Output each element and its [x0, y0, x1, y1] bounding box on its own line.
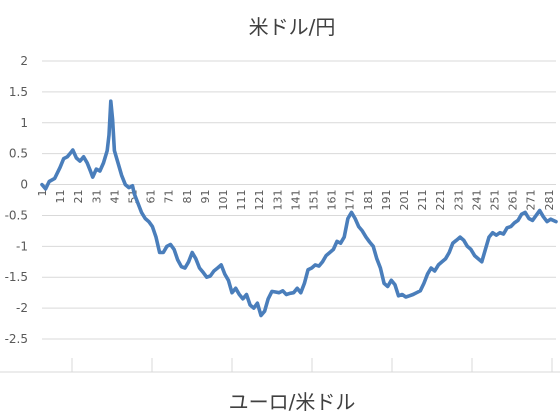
x-tick-label: 181 [362, 190, 375, 211]
y-tick-label: -1.5 [5, 270, 28, 284]
y-gridlines [42, 60, 556, 340]
y-tick-label: -2 [16, 301, 28, 315]
y-tick-label: -2.5 [5, 332, 28, 346]
x-tick-label: 11 [54, 190, 67, 204]
x-tick-label: 261 [507, 190, 520, 211]
x-tick-label: 251 [488, 190, 501, 211]
separator-ticks [71, 358, 553, 372]
x-tick-labels: 1 11 21 31 41 51 61 71 81 91 101 111 121 131 141 151 161… [36, 190, 556, 211]
x-tick-label: 121 [253, 190, 266, 211]
y-tick-label: -0.5 [5, 208, 28, 222]
x-tick-label: 281 [543, 190, 556, 211]
x-tick-label: 21 [72, 190, 85, 204]
x-tick-label: 71 [163, 190, 176, 204]
x-tick-label: 141 [289, 190, 302, 211]
y-tick-label: 1.5 [9, 85, 28, 99]
x-tick-label: 41 [108, 190, 121, 204]
x-tick-label: 131 [271, 190, 284, 211]
x-tick-label: 161 [326, 190, 339, 211]
y-tick-label: 2 [20, 54, 28, 68]
y-tick-label: 1 [20, 116, 28, 130]
series-line [40, 99, 558, 318]
x-tick-label: 221 [434, 190, 447, 211]
x-tick-label: 111 [235, 190, 248, 211]
x-tick-label: 241 [470, 190, 483, 211]
x-tick-label: 101 [217, 190, 230, 211]
y-tick-label: 0.5 [9, 147, 28, 161]
x-tick-label: 211 [416, 190, 429, 211]
x-tick-label: 31 [90, 190, 103, 204]
y-tick-labels: 2 1.5 1 0.5 0 -0.5 -1 -1.5 -2 -2.5 [5, 54, 28, 346]
y-tick-label: -1 [16, 239, 28, 253]
x-tick-label: 1 [36, 190, 49, 197]
x-tick-label: 171 [344, 190, 357, 211]
x-tick-label: 201 [398, 190, 411, 211]
x-tick-label: 191 [380, 190, 393, 211]
x-tick-label: 271 [525, 190, 538, 211]
x-tick-label: 231 [452, 190, 465, 211]
x-tick-label: 81 [181, 190, 194, 204]
second-chart-title: ユーロ/米ドル [229, 390, 356, 414]
y-tick-label: 0 [20, 178, 28, 192]
series-group [40, 99, 558, 318]
chart-title: 米ドル/円 [249, 15, 336, 39]
x-tick-label: 151 [307, 190, 320, 211]
x-tick-label: 61 [145, 190, 158, 204]
x-tick-label: 91 [199, 190, 212, 204]
